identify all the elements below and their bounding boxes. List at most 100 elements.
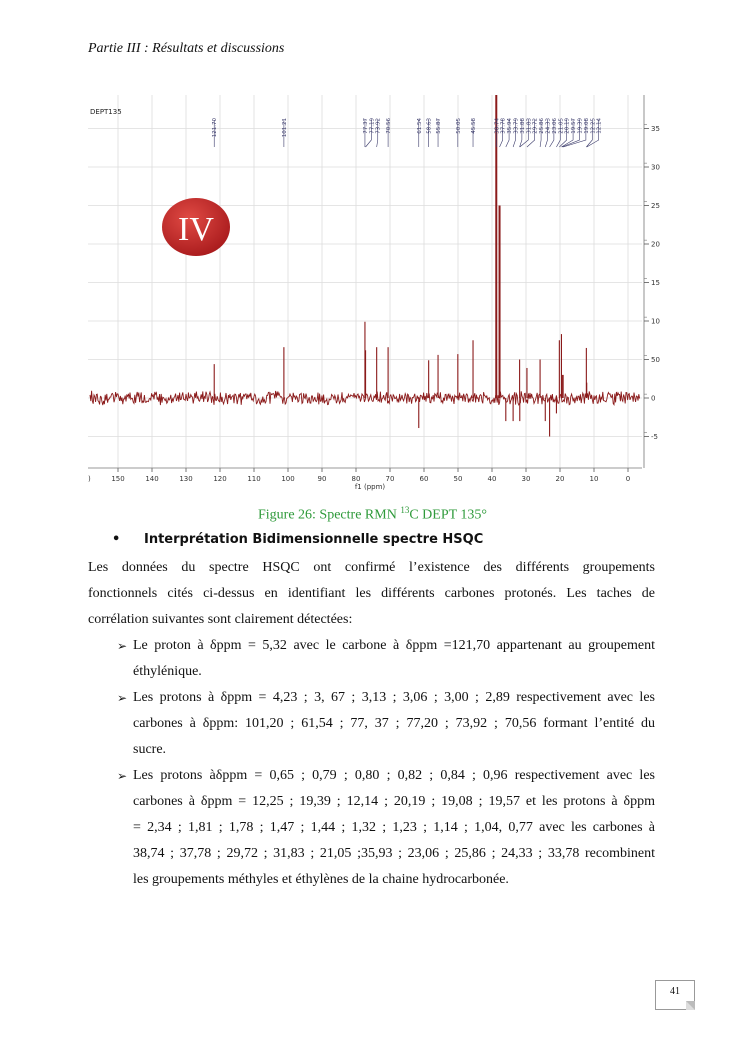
x-tick-label: 130 — [179, 475, 192, 483]
peak-label-leader — [586, 120, 593, 148]
peak-label: 21.05 — [558, 118, 564, 134]
y-tick-label: 10 — [651, 318, 660, 326]
bullet-line: carbones à δppm = 12,25 ; 19,39 ; 12,14 … — [133, 794, 655, 809]
peak-label-leader — [519, 120, 523, 148]
y-tick-label: 20 — [651, 241, 660, 249]
badge: IV — [162, 198, 230, 256]
grid — [88, 95, 642, 468]
peak-label: 31.83 — [526, 118, 532, 134]
bullet-line: éthylénique. — [133, 664, 202, 679]
x-tick-label-cut: ) — [88, 475, 91, 483]
peak-label: 31.88 — [520, 118, 526, 134]
x-tick-label: 70 — [386, 475, 395, 483]
peak-label: 101.21 — [282, 118, 288, 137]
peak-label: 38.74 — [494, 118, 500, 134]
peak-label: 23.06 — [552, 118, 558, 134]
peak-label: 73.92 — [376, 118, 382, 134]
y-tick-label: 35 — [651, 125, 660, 133]
caption-text-end: C DEPT 135° — [409, 507, 487, 523]
peak-label-leader — [561, 120, 574, 148]
peak-label: 33.79 — [513, 118, 519, 134]
x-tick-label: 10 — [590, 475, 599, 483]
x-tick-label: 100 — [281, 475, 294, 483]
y-tick-label: -5 — [651, 433, 658, 441]
bullet-line: Le proton à δppm = 5,32 avec le carbone … — [133, 638, 655, 653]
x-tick-label: 150 — [111, 475, 124, 483]
peak-label: 12.25 — [590, 118, 596, 134]
peak-label: 77.19 — [369, 118, 375, 134]
y-tick-label: 25 — [651, 202, 660, 210]
arrow-bullet-icon: ➢ — [117, 769, 128, 783]
peak-label-leader — [561, 120, 580, 148]
caption-superscript: 13 — [400, 505, 410, 515]
x-tick-label: 40 — [488, 475, 497, 483]
x-tick-label: 80 — [352, 475, 361, 483]
paragraph-line: corrélation suivantes sont clairement dé… — [88, 612, 353, 627]
peak-label: 121.70 — [212, 118, 218, 138]
peak-label: 77.37 — [363, 118, 369, 134]
peak-label-leader — [586, 120, 599, 148]
bullet-line: = 2,34 ; 1,81 ; 1,78 ; 1,47 ; 1,44 ; 1,3… — [133, 820, 655, 835]
peak-label: 35.94 — [507, 118, 513, 134]
page-fold-icon — [686, 1001, 695, 1010]
peak-label: 45.58 — [471, 118, 477, 134]
peak-label: 55.87 — [436, 118, 442, 134]
spectrum-baseline — [89, 390, 641, 407]
paragraph-line: Les données du spectre HSQC ont confirmé… — [88, 560, 655, 575]
badge-shape — [162, 198, 230, 256]
peak-label: 25.86 — [539, 118, 545, 134]
peak-label-leader — [544, 120, 548, 148]
peak-label-leader — [512, 120, 516, 148]
bullet-dot: • — [112, 532, 121, 547]
spectrum-title: DEPT135 — [90, 108, 122, 116]
peak-label-leader — [563, 120, 587, 148]
bullet-line: carbones à δppm: 101,20 ; 61,54 ; 77, 37… — [133, 716, 655, 731]
bullet-line: Les protons à δppm = 4,23 ; 3, 67 ; 3,13… — [133, 690, 655, 705]
section-heading: • Interprétation Bidimensionnelle spectr… — [112, 532, 484, 547]
bullet-line: 38,74 ; 37,78 ; 29,72 ; 31,83 ; 21,05 ;3… — [133, 846, 655, 861]
caption-text: Figure 26: Spectre RMN — [257, 507, 401, 523]
figure-caption: Figure 26: Spectre RMN 13C DEPT 135° — [0, 505, 745, 524]
peak-label-leader — [539, 120, 542, 148]
x-tick-label: 50 — [454, 475, 463, 483]
paragraph-line: fonctionnels cités ci-dessus en identifi… — [88, 586, 655, 601]
peak-label: 58.63 — [427, 118, 433, 134]
peak-label: 29.72 — [533, 118, 539, 134]
peak-label: 19.39 — [577, 118, 583, 134]
x-tick-label: 20 — [556, 475, 565, 483]
peak-label: 37.78 — [501, 118, 507, 134]
x-axis-label: f1 (ppm) — [355, 483, 386, 491]
peak-label-leader — [376, 120, 379, 148]
peak-label-leader — [549, 120, 555, 148]
peak-label: 20.19 — [565, 118, 571, 134]
peak-label-leader — [505, 120, 510, 148]
arrow-bullet-icon: ➢ — [117, 639, 128, 653]
x-tick-label: 60 — [420, 475, 429, 483]
bullet-line: Les protons àδppm = 0,65 ; 0,79 ; 0,80 ;… — [133, 768, 655, 783]
x-tick-label: 110 — [247, 475, 260, 483]
page-number: 41 — [670, 986, 680, 997]
y-tick-label: 15 — [651, 279, 660, 287]
peak-label-leader — [365, 120, 372, 148]
peak-label-leader — [499, 120, 503, 148]
x-tick-label: 120 — [213, 475, 226, 483]
x-tick-label: 30 — [522, 475, 531, 483]
peak-label-leader — [559, 120, 567, 148]
peak-label: 19.57 — [571, 118, 577, 134]
bullet-line: sucre. — [133, 742, 167, 757]
x-tick-label: 0 — [626, 475, 630, 483]
peak-label-leader — [519, 120, 529, 148]
badge-label: IV — [178, 211, 214, 248]
bullet-line: les groupements méthyles et éthylènes de… — [133, 872, 509, 887]
heading-text: Interprétation Bidimensionnelle spectre … — [144, 532, 484, 547]
peak-label: 61.54 — [417, 118, 423, 134]
peak-label-leader — [526, 120, 535, 148]
page-number-box: 41 — [655, 980, 695, 1010]
peak-label: 12.14 — [597, 118, 603, 134]
nmr-spectrum-chart: DEPT135 IV 121.70 101.21 77.37 77.19 73.92 70… — [88, 95, 660, 491]
peak-label-leader — [556, 120, 561, 148]
x-tick-label: 140 — [145, 475, 158, 483]
peak-label: 50.05 — [456, 118, 462, 134]
y-tick-label: 50 — [651, 356, 660, 364]
x-tick-label: 90 — [318, 475, 327, 483]
